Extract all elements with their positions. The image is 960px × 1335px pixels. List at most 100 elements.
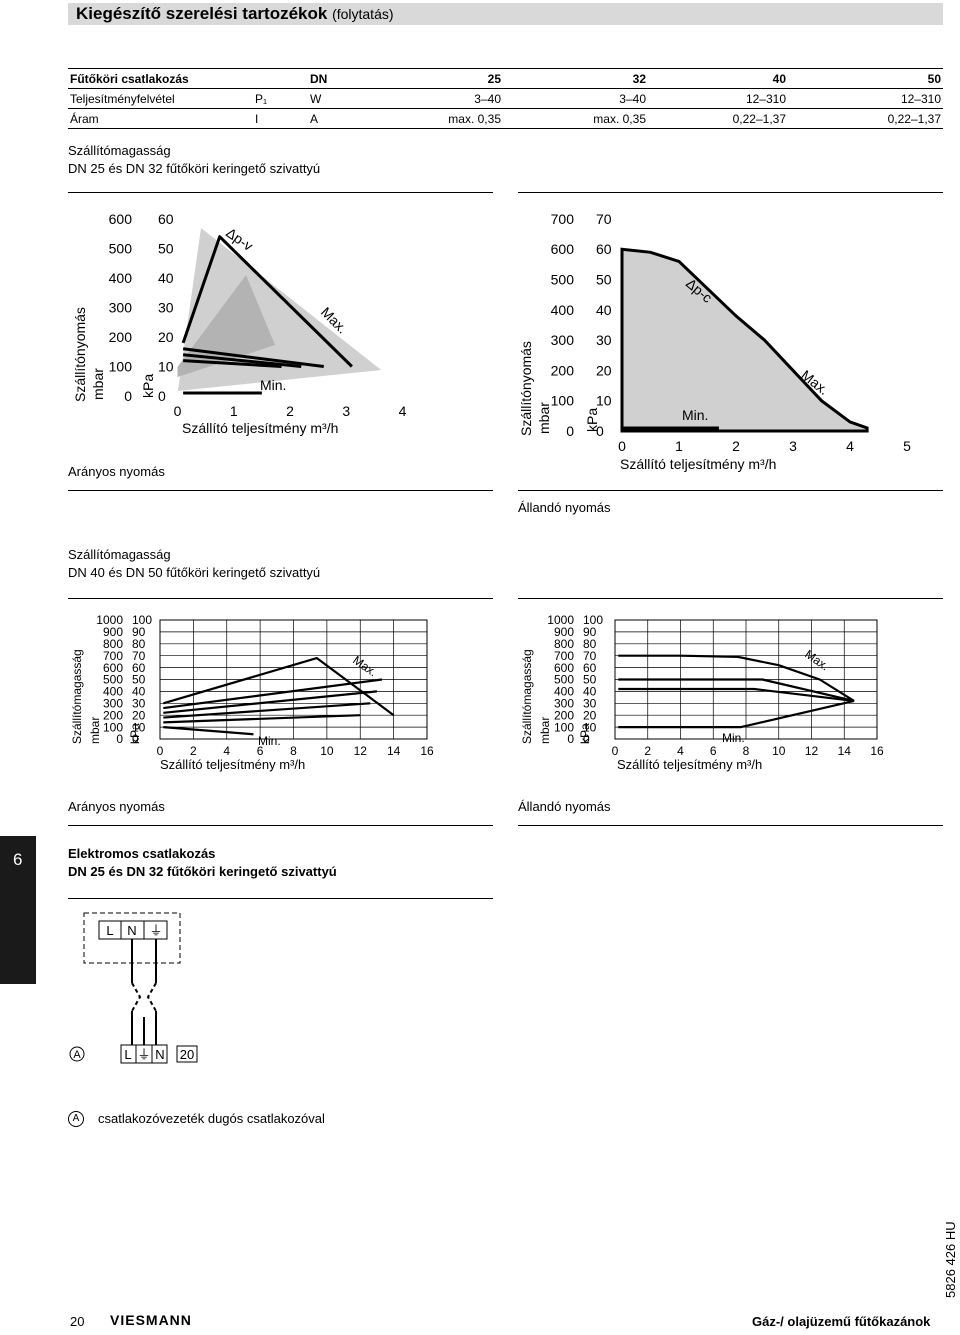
y-tick-label-kpa: 30 bbox=[583, 697, 597, 711]
y-tick-label-mbar: 400 bbox=[554, 685, 574, 699]
x-tick-label: 2 bbox=[644, 744, 651, 758]
legend-a-text: csatlakozóvezeték dugós csatlakozóval bbox=[98, 1111, 325, 1126]
table-row: Fűtőköri csatlakozás DN 25 32 40 50 bbox=[68, 68, 943, 89]
section2-heading: Szállítómagasság DN 40 és DN 50 fűtőköri… bbox=[68, 546, 320, 582]
terminal-top-pe: ⏚ bbox=[149, 923, 162, 938]
y-tick-label-kpa: 40 bbox=[596, 302, 612, 318]
table-cell: 25 bbox=[378, 68, 503, 89]
x-tick-label: 8 bbox=[743, 744, 750, 758]
y-tick-label-mbar: 200 bbox=[551, 362, 575, 378]
table-row: Teljesítményfelvétel P₁ W 3–40 3–40 12–3… bbox=[68, 88, 943, 109]
section3-heading: Elektromos csatlakozás DN 25 és DN 32 fű… bbox=[68, 845, 337, 881]
y-tick-label-kpa: 20 bbox=[596, 362, 612, 378]
divider bbox=[518, 825, 943, 826]
y-tick-label-kpa: 40 bbox=[132, 685, 146, 699]
table-cell: I bbox=[253, 108, 308, 129]
y-tick-label-kpa: 60 bbox=[596, 241, 612, 257]
y-tick-label-mbar: 300 bbox=[103, 697, 123, 711]
y-tick-label-kpa: 0 bbox=[583, 732, 590, 746]
x-tick-label: 14 bbox=[838, 744, 852, 758]
chart2-yunit-kpa: kPa bbox=[584, 407, 600, 432]
y-tick-label-mbar: 1000 bbox=[547, 613, 574, 627]
chart2-caption: Állandó nyomás bbox=[518, 500, 611, 515]
y-tick-label-mbar: 100 bbox=[551, 393, 575, 409]
y-tick-label-mbar: 700 bbox=[551, 211, 575, 227]
table-cell: 0,22–1,37 bbox=[648, 108, 788, 129]
y-tick-label-kpa: 50 bbox=[132, 673, 146, 687]
series-line bbox=[183, 359, 282, 368]
y-tick-label-kpa: 10 bbox=[132, 720, 146, 734]
y-tick-label-kpa: 70 bbox=[132, 649, 146, 663]
section2-title: Szállítómagasság bbox=[68, 547, 171, 562]
y-tick-label-mbar: 400 bbox=[551, 302, 575, 318]
divider bbox=[518, 490, 943, 491]
y-tick-label-mbar: 900 bbox=[103, 625, 123, 639]
table-cell: 12–310 bbox=[648, 88, 788, 109]
page-title: Kiegészítő szerelési tartozékok (folytat… bbox=[76, 3, 394, 25]
x-tick-label: 3 bbox=[789, 438, 797, 454]
table-cell: Fűtőköri csatlakozás bbox=[68, 68, 253, 89]
table-cell: Teljesítményfelvétel bbox=[68, 88, 253, 109]
chart2-area bbox=[620, 247, 869, 433]
chart-3: 1000900800700600500400300200100010090807… bbox=[96, 613, 434, 758]
terminal-top-l: L bbox=[106, 923, 113, 938]
x-tick-label: 1 bbox=[675, 438, 683, 454]
y-tick-label-mbar: 600 bbox=[551, 241, 575, 257]
y-tick-label-mbar: 500 bbox=[551, 271, 575, 287]
min-label: Min. bbox=[722, 731, 745, 745]
marker-a-circle bbox=[69, 1046, 85, 1062]
x-tick-label: 6 bbox=[710, 744, 717, 758]
y-tick-label-kpa: 0 bbox=[158, 388, 166, 404]
y-tick-label-kpa: 100 bbox=[132, 613, 152, 627]
x-tick-label: 0 bbox=[612, 744, 619, 758]
x-tick-label: 10 bbox=[772, 744, 786, 758]
y-tick-label-kpa: 70 bbox=[596, 211, 612, 227]
table-cell: DN bbox=[308, 68, 378, 89]
table-cell: 12–310 bbox=[788, 88, 943, 109]
y-tick-label-mbar: 200 bbox=[554, 708, 574, 722]
x-tick-label: 4 bbox=[677, 744, 684, 758]
table-row: Áram I A max. 0,35 max. 0,35 0,22–1,37 0… bbox=[68, 108, 943, 129]
min-label: Min. bbox=[258, 734, 281, 748]
header-bar bbox=[68, 3, 943, 25]
min-label: Min. bbox=[260, 377, 286, 393]
y-tick-label-mbar: 600 bbox=[103, 661, 123, 675]
y-tick-label-mbar: 1000 bbox=[96, 613, 123, 627]
divider bbox=[518, 192, 943, 193]
x-tick-label: 4 bbox=[399, 403, 407, 419]
terminal-bottom-pe: ⏚ bbox=[137, 1047, 150, 1062]
x-tick-label: 14 bbox=[387, 744, 401, 758]
y-tick-label-mbar: 700 bbox=[554, 649, 574, 663]
x-tick-label: 6 bbox=[257, 744, 264, 758]
x-tick-label: 0 bbox=[157, 744, 164, 758]
y-tick-label-mbar: 300 bbox=[551, 332, 575, 348]
chart3-labels: 1000900800700600500400300200100010090807… bbox=[96, 613, 434, 758]
y-tick-label-kpa: 100 bbox=[583, 613, 603, 627]
x-tick-label: 2 bbox=[732, 438, 740, 454]
y-tick-label-mbar: 600 bbox=[109, 211, 133, 227]
table-cell: max. 0,35 bbox=[378, 108, 503, 129]
series-line bbox=[182, 347, 324, 368]
plug-connector bbox=[131, 982, 157, 1012]
chart-4: 1000900800700600500400300200100010090807… bbox=[547, 613, 884, 758]
chart3-yunit-mbar: mbar bbox=[88, 716, 102, 744]
y-tick-label-mbar: 300 bbox=[554, 697, 574, 711]
x-tick-label: 0 bbox=[618, 438, 626, 454]
x-tick-label: 5 bbox=[903, 438, 911, 454]
y-tick-label-mbar: 300 bbox=[109, 299, 133, 315]
page-number: 20 bbox=[70, 1314, 85, 1329]
chart4-series-group bbox=[618, 654, 855, 729]
chart1-yunit-mbar: mbar bbox=[90, 368, 106, 400]
marker-a-label: A bbox=[73, 1049, 81, 1061]
table-cell: P₁ bbox=[253, 88, 308, 109]
chart3-yunit-kpa: kPa bbox=[128, 723, 142, 744]
y-tick-label-kpa: 30 bbox=[158, 299, 174, 315]
brand-logo: VIESMANN bbox=[110, 1312, 192, 1328]
y-tick-label-mbar: 400 bbox=[109, 270, 133, 286]
section3-subtitle: DN 25 és DN 32 fűtőköri keringető szivat… bbox=[68, 864, 337, 879]
y-tick-label-mbar: 100 bbox=[109, 358, 133, 374]
y-tick-label-kpa: 60 bbox=[132, 661, 146, 675]
chart1-yunit-kpa: kPa bbox=[140, 373, 156, 398]
chart4-yunit-mbar: mbar bbox=[538, 716, 552, 744]
